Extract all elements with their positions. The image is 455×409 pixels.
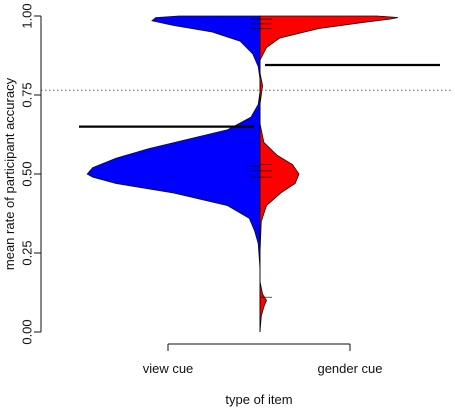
violin-layer	[86, 15, 398, 333]
y-tick-label: 0.25	[19, 240, 34, 265]
y-axis-title: mean rate of participant accuracy	[2, 77, 17, 270]
violin-gender-cue	[259, 15, 398, 333]
ytick-layer: 0.00 0.25 0.50 0.75 1.00	[19, 3, 41, 345]
y-tick-label: 0.75	[19, 82, 34, 107]
x-category-label-view-cue: view cue	[143, 361, 194, 376]
x-category-label-gender-cue: gender cue	[317, 361, 382, 376]
mean-layer	[79, 63, 440, 128]
axis-layer: view cue gender cue type of item mean ra…	[2, 16, 383, 407]
y-tick-label: 1.00	[19, 3, 34, 28]
violin-view-cue	[86, 15, 261, 332]
y-tick-label: 0.50	[19, 161, 34, 186]
y-tick-label: 0.00	[19, 319, 34, 344]
x-axis-title: type of item	[225, 392, 292, 407]
